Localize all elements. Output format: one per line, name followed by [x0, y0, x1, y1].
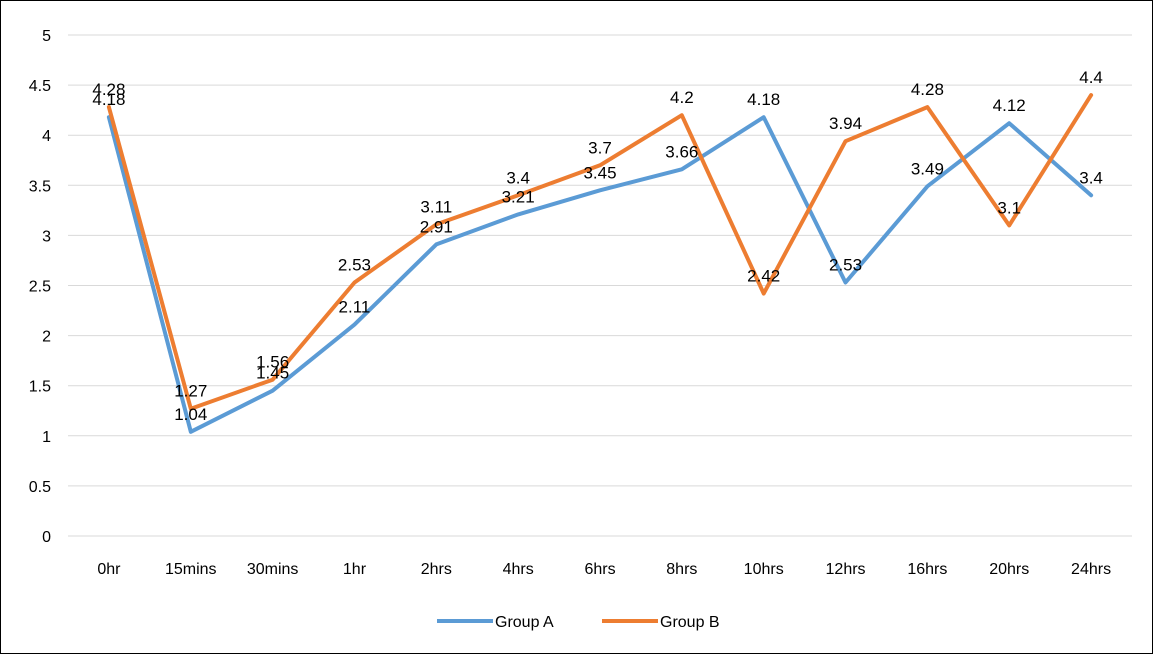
gridlines	[68, 34, 1132, 537]
series-lines	[106, 93, 1094, 434]
data-label: 4.2	[670, 88, 694, 107]
y-tick-label: 4.5	[29, 78, 51, 95]
y-tick-label: 3	[42, 228, 51, 245]
data-label: 4.12	[993, 96, 1026, 115]
data-label: 3.11	[420, 197, 452, 216]
data-label: 4.18	[92, 90, 125, 109]
data-label: 2.53	[338, 255, 371, 274]
x-tick-label: 16hrs	[907, 561, 947, 578]
legend: Group A Group B	[437, 614, 720, 631]
x-tick-label: 15mins	[165, 561, 217, 578]
y-tick-label: 2.5	[29, 279, 51, 296]
legend-label: Group B	[660, 614, 720, 631]
y-tick-label: 2	[42, 329, 51, 346]
data-label: 4.28	[911, 80, 944, 99]
x-tick-label: 4hrs	[503, 561, 534, 578]
x-tick-label: 30mins	[247, 561, 299, 578]
data-label: 3.94	[829, 114, 862, 133]
data-label: 4.4	[1079, 68, 1103, 87]
data-label: 3.4	[506, 168, 530, 187]
data-label: 4.28	[92, 80, 125, 99]
legend-item: Group A	[437, 614, 554, 631]
data-label: 2.11	[339, 298, 371, 317]
data-label: 4.18	[747, 90, 780, 109]
y-tick-label: 5	[42, 28, 51, 45]
x-tick-label: 12hrs	[826, 561, 866, 578]
x-tick-label: 1hr	[343, 561, 367, 578]
x-tick-label: 8hrs	[666, 561, 697, 578]
series-line-group-b	[106, 93, 1094, 411]
data-label: 2.91	[420, 217, 453, 236]
x-tick-label: 0hr	[97, 561, 121, 578]
x-tick-label: 2hrs	[421, 561, 452, 578]
x-tick-label: 10hrs	[744, 561, 784, 578]
data-label: 3.4	[1079, 168, 1103, 187]
data-labels: 4.18 1.04 1.45 2.11 2.91 3.21 3.45 3.66 4.18 2.53…	[92, 68, 1103, 424]
data-label: 1.04	[174, 405, 207, 424]
data-label: 3.66	[665, 142, 698, 161]
data-label: 1.56	[256, 353, 289, 372]
data-label: 2.42	[747, 267, 780, 286]
data-label: 3.21	[502, 187, 535, 206]
x-tick-label: 6hrs	[584, 561, 615, 578]
data-label: 3.7	[588, 138, 612, 157]
x-tick-label: 20hrs	[989, 561, 1029, 578]
y-tick-label: 4	[42, 128, 51, 145]
y-tick-label: 0.5	[29, 479, 51, 496]
data-label: 2.53	[829, 255, 862, 274]
legend-label: Group A	[495, 614, 554, 631]
legend-item: Group B	[602, 614, 720, 631]
data-label: 3.45	[583, 163, 616, 182]
data-label: 3.1	[997, 198, 1021, 217]
y-tick-label: 0	[42, 529, 51, 546]
data-label: 1.27	[174, 382, 207, 401]
y-tick-label: 1.5	[29, 379, 51, 396]
y-tick-label: 1	[42, 429, 51, 446]
x-tick-label: 24hrs	[1071, 561, 1111, 578]
data-label: 3.49	[911, 159, 944, 178]
data-label: 1.45	[256, 364, 289, 383]
series-line-group-a	[106, 115, 1094, 434]
y-tick-label: 3.5	[29, 178, 51, 195]
